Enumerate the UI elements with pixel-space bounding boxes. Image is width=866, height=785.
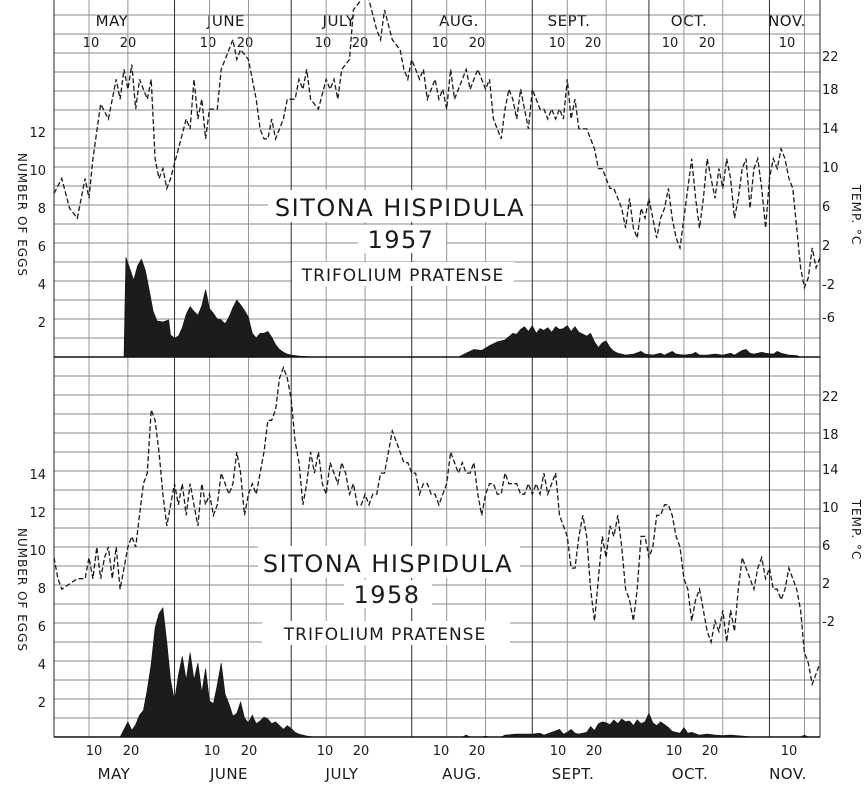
- eggs-axis-title: NUMBER OF EGGS: [15, 153, 29, 277]
- bottom-month-label: SEPT.: [552, 765, 595, 783]
- top-day-tick: 20: [699, 36, 716, 51]
- egg-series: [119, 606, 809, 738]
- right-axis-ticks: 22 18 14 10 6 2 -2: [822, 390, 839, 630]
- top-month-label: JULY: [322, 12, 356, 30]
- egg-count-area: [119, 606, 315, 738]
- panel-host-plant: TRIFOLIUM PRATENSE: [283, 625, 486, 645]
- top-day-tick: 10: [315, 36, 332, 51]
- top-day-tick: 20: [352, 36, 369, 51]
- top-month-label: JUNE: [206, 12, 245, 30]
- bottom-day-tick: 20: [353, 744, 370, 759]
- top-day-tick: 10: [779, 36, 796, 51]
- top-day-tick: 10: [549, 36, 566, 51]
- top-day-tick: 10: [83, 36, 100, 51]
- temp-tick-label: 14: [822, 122, 839, 137]
- top-day-tick: 10: [432, 36, 449, 51]
- temp-tick-label: 22: [822, 50, 839, 65]
- temp-tick-label: 10: [822, 161, 839, 176]
- temperature-line: [53, 0, 821, 290]
- top-day-tick: 20: [585, 36, 602, 51]
- bottom-day-tick: 10: [666, 744, 683, 759]
- temperature-line: [53, 365, 821, 687]
- eggs-tick-label: 4: [38, 278, 46, 293]
- bottom-day-tick: 10: [781, 744, 798, 759]
- temp-tick-label: 6: [822, 200, 830, 215]
- bottom-day-tick: 20: [241, 744, 258, 759]
- bottom-day-tick: 20: [702, 744, 719, 759]
- temp-tick-label: -2: [822, 615, 835, 630]
- temp-tick-label: 10: [822, 501, 839, 516]
- bottom-day-tick: 10: [204, 744, 221, 759]
- bottom-day-tick: 20: [586, 744, 603, 759]
- eggs-tick-label: 4: [38, 658, 46, 673]
- eggs-tick-label: 12: [29, 506, 46, 521]
- top-month-label: MAY: [96, 12, 129, 30]
- bottom-day-tick: 10: [317, 744, 334, 759]
- temp-axis-title: TEMP. °C: [849, 184, 863, 246]
- panel-host-plant: TRIFOLIUM PRATENSE: [301, 266, 504, 286]
- top-day-tick: 20: [469, 36, 486, 51]
- panel-year: 1958: [353, 581, 420, 609]
- eggs-tick-label: 8: [38, 202, 46, 217]
- egg-count-area: [458, 325, 801, 358]
- top-month-axis: MAY JUNE JULY AUG. SEPT. OCT. NOV. 10 20…: [83, 12, 806, 51]
- top-month-label: SEPT.: [548, 12, 591, 30]
- eggs-tick-label: 2: [38, 696, 46, 711]
- eggs-tick-label: 6: [38, 620, 46, 635]
- temp-axis-title: TEMP. °C: [849, 499, 863, 561]
- bottom-month-label: JUNE: [209, 765, 248, 783]
- top-day-tick: 10: [662, 36, 679, 51]
- bottom-day-tick: 10: [86, 744, 103, 759]
- eggs-tick-label: 10: [29, 164, 46, 179]
- top-day-tick: 20: [237, 36, 254, 51]
- panel-title: SITONA HISPIDULA: [263, 550, 513, 578]
- temp-tick-label: 18: [822, 428, 839, 443]
- top-day-tick: 10: [200, 36, 217, 51]
- temp-tick-label: -2: [822, 278, 835, 293]
- temp-tick-label: 22: [822, 390, 839, 405]
- temp-tick-label: -6: [822, 311, 835, 326]
- eggs-tick-label: 8: [38, 582, 46, 597]
- eggs-tick-label: 14: [29, 468, 46, 483]
- bottom-month-label: OCT.: [672, 765, 708, 783]
- eggs-axis-title: NUMBER OF EGGS: [15, 528, 29, 652]
- bottom-month-label: AUG.: [442, 765, 482, 783]
- temp-tick-label: 6: [822, 539, 830, 554]
- bottom-day-tick: 20: [123, 744, 140, 759]
- eggs-tick-label: 10: [29, 544, 46, 559]
- egg-series: [123, 257, 801, 358]
- egg-count-area: [123, 257, 315, 358]
- top-month-label: OCT.: [671, 12, 707, 30]
- panel-1957: 2 4 6 8 10 12 NUMBER OF EGGS 22 18 14 10…: [15, 0, 863, 358]
- left-axis-ticks: 2 4 6 8 10 12 14: [29, 468, 46, 711]
- temperature-series: [53, 0, 821, 290]
- eggs-tick-label: 6: [38, 240, 46, 255]
- temperature-series: [53, 365, 821, 687]
- temp-tick-label: 2: [822, 239, 830, 254]
- temp-tick-label: 14: [822, 463, 839, 478]
- panel-year: 1957: [367, 226, 434, 254]
- bottom-month-label: JULY: [325, 765, 359, 783]
- eggs-tick-label: 2: [38, 316, 46, 331]
- right-axis-ticks: 22 18 14 10 6 2 -2 -6: [822, 50, 839, 326]
- bottom-day-tick: 10: [433, 744, 450, 759]
- bottom-month-label: MAY: [98, 765, 131, 783]
- left-axis-ticks: 2 4 6 8 10 12: [29, 126, 46, 331]
- eggs-tick-label: 12: [29, 126, 46, 141]
- egg-count-area: [462, 712, 809, 738]
- panel-1958: 2 4 6 8 10 12 14 NUMBER OF EGGS 22 18 14…: [15, 357, 863, 738]
- panel-title: SITONA HISPIDULA: [275, 194, 525, 222]
- bottom-day-tick: 20: [469, 744, 486, 759]
- top-month-label: AUG.: [439, 12, 479, 30]
- bottom-day-tick: 10: [550, 744, 567, 759]
- top-month-label: NOV.: [768, 12, 806, 30]
- temp-tick-label: 18: [822, 83, 839, 98]
- temp-tick-label: 2: [822, 577, 830, 592]
- month-gridlines: [53, 0, 821, 357]
- bottom-month-axis: 10 20 10 20 10 20 10 20 10 20 10 20 10 M…: [86, 744, 807, 783]
- bottom-month-label: NOV.: [769, 765, 807, 783]
